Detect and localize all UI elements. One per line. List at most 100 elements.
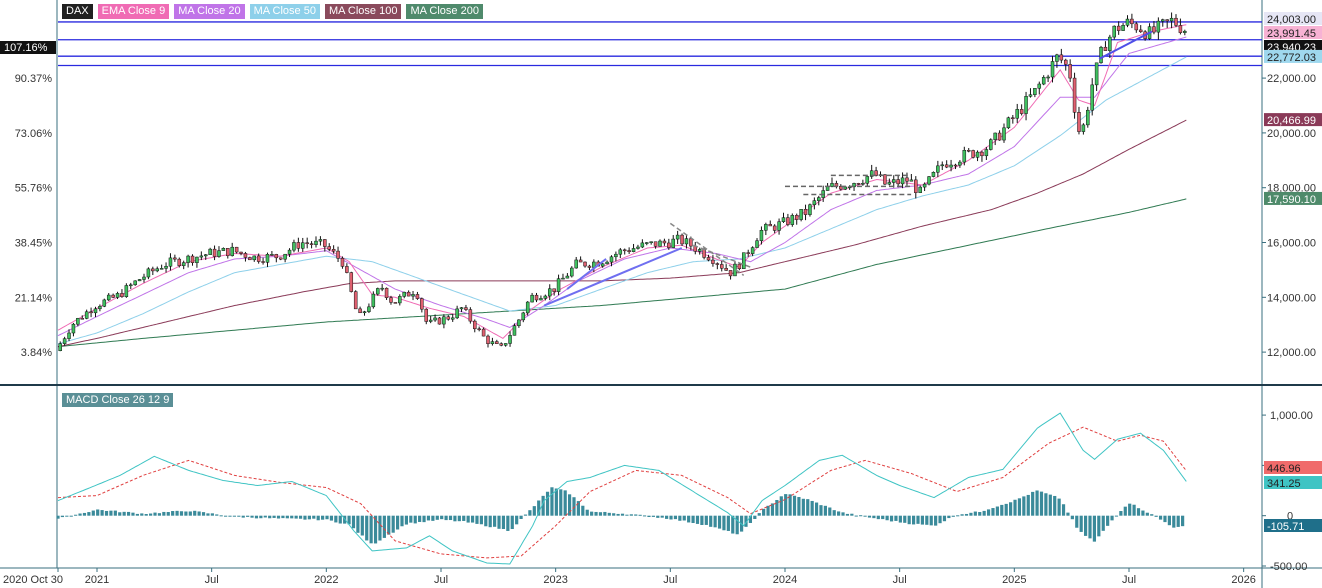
ma200-line <box>57 198 1187 348</box>
macd-histogram-bar <box>232 515 237 517</box>
candle-body <box>517 319 521 327</box>
candle-body <box>869 170 874 177</box>
macd-label[interactable]: MACD Close 26 12 9 <box>62 393 174 407</box>
macd-histogram-bar <box>254 515 259 519</box>
candle-body <box>261 261 265 263</box>
macd-histogram-bar <box>590 511 594 516</box>
macd-histogram-bar <box>510 515 514 530</box>
candle-body <box>384 287 389 298</box>
legend-ma50[interactable]: MA Close 50 <box>249 4 320 19</box>
price-tick-label: 16,000.00 <box>1267 238 1316 250</box>
candle-body <box>764 224 768 231</box>
macd-histogram-bar <box>175 510 179 516</box>
macd-histogram-bar <box>488 515 492 528</box>
price-value-bg <box>1264 191 1322 205</box>
macd-legend: MACD Close 26 12 9 <box>62 390 174 408</box>
candle-body <box>1011 117 1015 120</box>
macd-histogram-bar <box>149 513 153 516</box>
candle-body <box>336 250 340 259</box>
macd-histogram-bar <box>162 511 166 516</box>
macd-histogram-bar <box>1114 515 1119 517</box>
macd-histogram-bar <box>867 515 872 518</box>
macd-histogram-bar <box>528 510 532 516</box>
macd-histogram-bar <box>889 515 894 522</box>
candle-body <box>706 257 711 261</box>
candle-body <box>1059 54 1064 61</box>
legend-dax[interactable]: DAX <box>62 4 93 19</box>
macd-value-text: 341.25 <box>1267 478 1301 490</box>
candle-body <box>609 256 614 263</box>
candle-body <box>817 197 821 201</box>
macd-histogram-bar <box>837 511 841 516</box>
price-value-text: 23,991.45 <box>1267 28 1316 40</box>
macd-histogram-bar <box>814 502 819 516</box>
candle-body <box>896 179 900 185</box>
macd-histogram-bar <box>453 515 457 522</box>
candle-body <box>1152 26 1156 33</box>
candle-body <box>283 253 287 260</box>
candle-body <box>446 316 451 320</box>
candle-body <box>1055 54 1059 62</box>
macd-histogram-bar <box>241 515 245 518</box>
candle-body <box>503 343 508 346</box>
candle-body <box>583 261 587 267</box>
candle-body <box>318 239 323 242</box>
macd-histogram-bar <box>828 507 832 516</box>
macd-histogram-bar <box>135 513 139 516</box>
candle-body <box>177 258 182 266</box>
macd-histogram-bar <box>973 511 977 516</box>
legend-ema9[interactable]: EMA Close 9 <box>97 4 170 19</box>
macd-histogram-bar <box>709 515 713 527</box>
candle-body <box>155 268 159 272</box>
macd-histogram-bar <box>1172 515 1176 528</box>
legend-ma100[interactable]: MA Close 100 <box>324 4 402 19</box>
candle-body <box>380 287 384 290</box>
candle-body <box>495 341 499 344</box>
price-tick-label: 22,000.00 <box>1267 73 1316 85</box>
macd-histogram-bar <box>484 515 488 527</box>
legend-ma20[interactable]: MA Close 20 <box>174 4 245 19</box>
candle-body <box>891 179 896 183</box>
percent-tick-label: 55.76% <box>15 183 53 195</box>
macd-histogram-bar <box>418 515 422 522</box>
candle-body <box>345 266 349 273</box>
macd-histogram-bar <box>356 515 360 533</box>
macd-histogram-bar <box>753 515 757 519</box>
macd-histogram-bar <box>157 513 162 516</box>
candle-body <box>636 246 640 249</box>
macd-histogram-bar <box>797 497 801 516</box>
macd-histogram-bar <box>237 515 241 517</box>
candle-body <box>1103 46 1108 51</box>
candle-body <box>852 183 856 188</box>
macd-histogram-bar <box>109 510 113 516</box>
macd-histogram-bar <box>731 515 735 534</box>
macd-histogram-bar <box>201 512 206 516</box>
macd-histogram-bar <box>329 515 334 521</box>
candle-body <box>953 164 958 167</box>
candle-body <box>234 246 239 253</box>
candle-body <box>600 263 605 267</box>
macd-histogram-bar <box>881 515 885 520</box>
candle-body <box>989 139 993 150</box>
candle-body <box>1174 17 1178 26</box>
macd-histogram-bar <box>1057 498 1061 516</box>
macd-histogram-bar <box>585 509 589 516</box>
candle-body <box>398 296 402 304</box>
legend-ma200[interactable]: MA Close 200 <box>406 4 483 19</box>
candle-body <box>742 252 746 269</box>
macd-histogram-bar <box>572 497 576 516</box>
price-value-label: 20,466.99 <box>1264 113 1322 127</box>
macd-histogram-bar <box>700 515 704 525</box>
macd-histogram-bar <box>1101 515 1105 531</box>
macd-histogram-bar <box>223 515 228 517</box>
macd-histogram-bar <box>682 515 686 521</box>
candle-body <box>186 255 190 263</box>
macd-histogram-bar <box>1088 515 1092 539</box>
macd-histogram-bar <box>104 510 109 516</box>
candle-body <box>309 243 314 245</box>
candle-body <box>914 179 918 193</box>
macd-histogram-bar <box>444 515 448 521</box>
candle-body <box>508 335 512 344</box>
